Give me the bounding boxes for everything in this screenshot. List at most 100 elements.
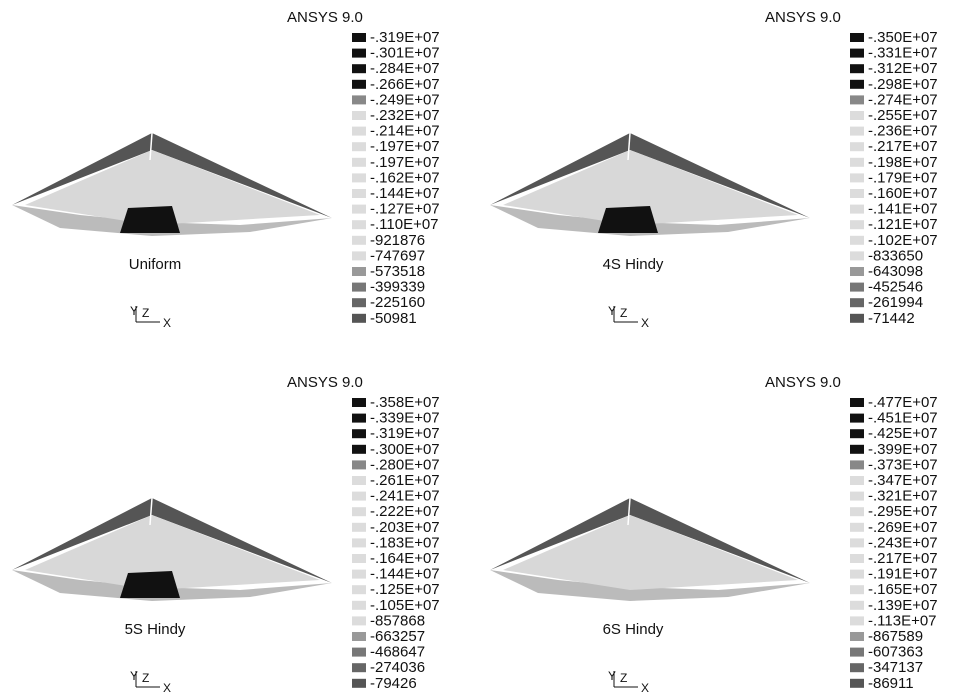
legend-label: -.125E+07 xyxy=(370,581,440,598)
caption: Uniform xyxy=(129,256,182,273)
triad-y: Y xyxy=(608,304,616,318)
legend-label: -.300E+07 xyxy=(370,441,440,458)
legend-label: -.102E+07 xyxy=(868,232,938,249)
legend-label: -.198E+07 xyxy=(868,154,938,171)
legend-swatch xyxy=(850,298,864,308)
model-edge xyxy=(149,132,153,161)
legend-label: -86911 xyxy=(868,675,914,692)
model-edge xyxy=(627,497,631,526)
legend-label: -747697 xyxy=(370,247,425,264)
legend-label: -.139E+07 xyxy=(868,597,938,614)
triad-y: Y xyxy=(130,669,138,683)
dark-region xyxy=(120,571,180,598)
legend-swatch xyxy=(352,173,366,183)
legend-label: -.217E+07 xyxy=(868,138,938,155)
legend-swatch xyxy=(850,554,864,563)
model-edge xyxy=(149,497,153,526)
legend-swatch xyxy=(352,33,366,42)
legend-label: -.232E+07 xyxy=(370,107,440,124)
legend-swatch xyxy=(352,585,366,595)
legend-label: -.121E+07 xyxy=(868,216,938,233)
legend-label: -.191E+07 xyxy=(868,566,938,583)
legend-label: -.298E+07 xyxy=(868,76,938,93)
dark-region xyxy=(120,206,180,233)
ansys-label: ANSYS 9.0 xyxy=(287,374,363,391)
legend-swatch xyxy=(352,157,366,167)
legend-label: -.243E+07 xyxy=(868,534,938,551)
legend-label: -50981 xyxy=(370,310,417,327)
legend-swatch xyxy=(352,444,366,454)
model-face xyxy=(25,515,320,590)
legend-swatch xyxy=(352,189,366,198)
legend-label: -663257 xyxy=(370,628,425,645)
triad-x: X xyxy=(163,681,171,692)
legend-swatch xyxy=(850,569,864,579)
legend-swatch xyxy=(850,663,864,673)
panel: ANSYS 9.0 -.477E+07-.451E+07-.425E+07-.39… xyxy=(490,374,938,692)
legend-label: -.197E+07 xyxy=(370,138,440,155)
legend-swatch xyxy=(352,235,366,245)
legend-label: -607363 xyxy=(868,644,923,661)
caption: 4S Hindy xyxy=(603,256,664,273)
legend-label: -.217E+07 xyxy=(868,550,938,567)
legend-label: -.144E+07 xyxy=(370,185,440,202)
legend-swatch xyxy=(850,267,864,276)
legend-label: -857868 xyxy=(370,612,425,629)
legend-label: -.241E+07 xyxy=(370,488,440,505)
model-lower xyxy=(12,570,332,601)
legend-label: -.236E+07 xyxy=(868,123,938,140)
legend-swatch xyxy=(850,126,864,136)
legend-swatch xyxy=(352,111,366,120)
legend-swatch xyxy=(850,429,864,439)
legend-swatch xyxy=(352,282,366,292)
legend-swatch xyxy=(850,647,864,657)
legend-swatch xyxy=(352,95,366,105)
legend-label: -573518 xyxy=(370,263,425,280)
legend-label: -452546 xyxy=(868,279,923,296)
legend-label: -225160 xyxy=(370,294,425,311)
legend-swatch xyxy=(850,33,864,42)
legend-swatch xyxy=(850,522,864,532)
legend-label: -.399E+07 xyxy=(868,441,938,458)
triad-z: Z xyxy=(620,671,627,685)
legend-label: -.222E+07 xyxy=(370,503,440,520)
triad-x: X xyxy=(641,316,649,330)
legend-label: -.249E+07 xyxy=(370,91,440,108)
legend-label: -.339E+07 xyxy=(370,410,440,427)
legend-swatch xyxy=(352,476,366,485)
legend-label: -71442 xyxy=(868,310,915,327)
legend-label: -79426 xyxy=(370,675,417,692)
legend-label: -.321E+07 xyxy=(868,488,938,505)
ansys-label: ANSYS 9.0 xyxy=(765,9,841,26)
legend-swatch xyxy=(352,600,366,610)
model-roof xyxy=(490,498,810,583)
legend-label: -921876 xyxy=(370,232,425,249)
legend-swatch xyxy=(352,632,366,641)
legend-swatch xyxy=(850,64,864,74)
model-face xyxy=(503,150,798,225)
legend-label: -.319E+07 xyxy=(370,425,440,442)
legend-swatch xyxy=(850,616,864,626)
legend-swatch xyxy=(352,142,366,152)
legend-label: -.144E+07 xyxy=(370,566,440,583)
legend-label: -.350E+07 xyxy=(868,29,938,46)
legend-swatch xyxy=(352,204,366,214)
legend-swatch xyxy=(352,554,366,563)
legend-label: -.160E+07 xyxy=(868,185,938,202)
ansys-label: ANSYS 9.0 xyxy=(287,9,363,26)
legend-swatch xyxy=(352,491,366,501)
legend-swatch xyxy=(850,189,864,198)
legend-swatch xyxy=(850,585,864,595)
legend-swatch xyxy=(352,313,366,323)
legend-label: -.266E+07 xyxy=(370,76,440,93)
legend-label: -399339 xyxy=(370,279,425,296)
legend-swatch xyxy=(352,48,366,58)
legend-swatch xyxy=(850,491,864,501)
legend-swatch xyxy=(850,95,864,105)
model-edge xyxy=(627,132,631,161)
model-face xyxy=(503,515,798,590)
legend-label: -.477E+07 xyxy=(868,394,938,411)
legend-label: -833650 xyxy=(868,247,923,264)
legend-label: -.280E+07 xyxy=(370,456,440,473)
legend-swatch xyxy=(352,507,366,517)
